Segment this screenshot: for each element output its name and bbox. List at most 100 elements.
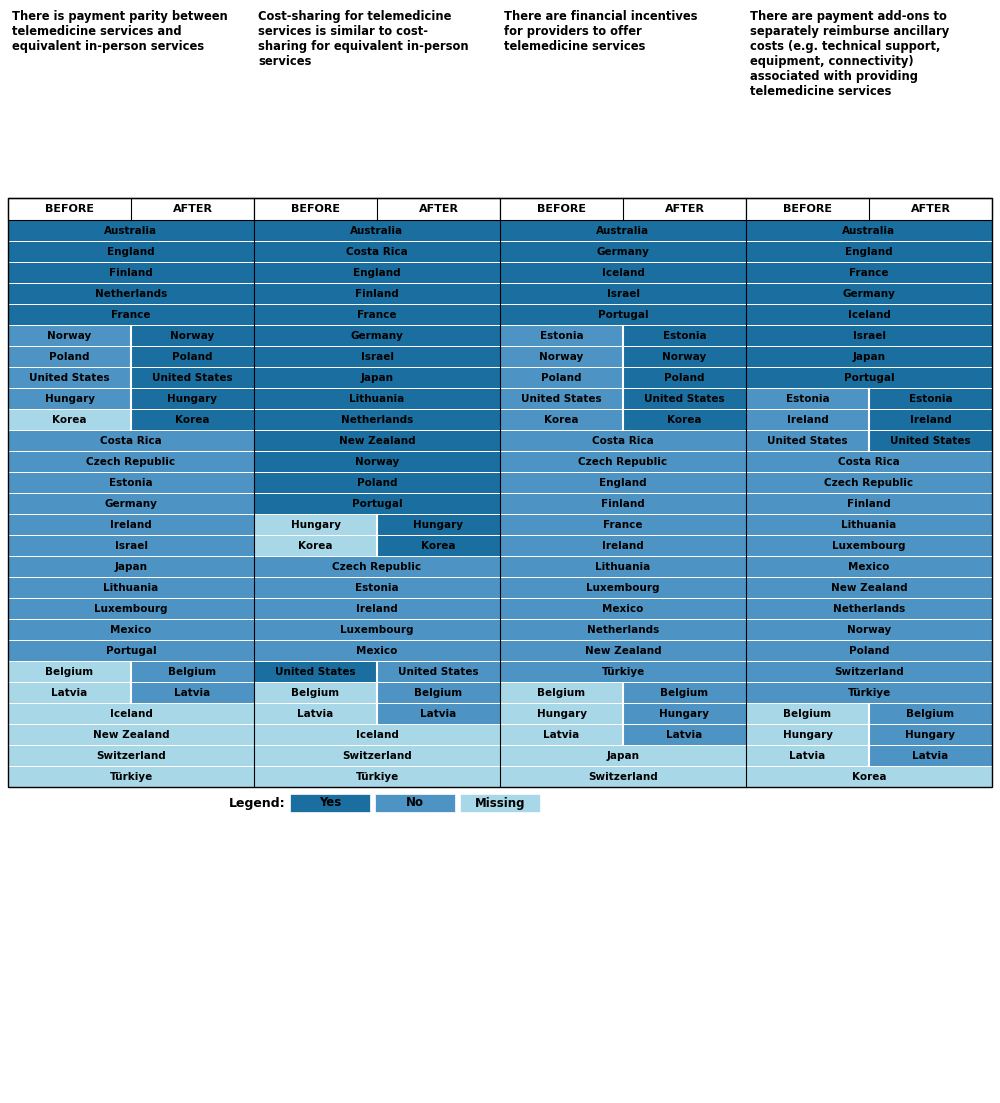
- Text: England: England: [353, 268, 401, 278]
- Bar: [746, 306, 992, 325]
- Bar: [746, 683, 992, 703]
- Text: Switzerland: Switzerland: [588, 772, 658, 782]
- Text: United States: United States: [644, 394, 725, 404]
- Text: AFTER: AFTER: [173, 204, 212, 214]
- Bar: [254, 306, 500, 325]
- Bar: [623, 410, 746, 430]
- Bar: [254, 620, 500, 640]
- Text: New Zealand: New Zealand: [831, 583, 907, 593]
- Text: Poland: Poland: [849, 646, 889, 656]
- Text: Belgium: Belgium: [414, 688, 463, 698]
- Text: Hungary: Hungary: [536, 709, 586, 719]
- Text: Portugal: Portugal: [844, 373, 894, 383]
- Text: Korea: Korea: [667, 415, 702, 425]
- Text: Estonia: Estonia: [355, 583, 399, 593]
- Bar: [746, 199, 992, 219]
- Text: France: France: [849, 268, 889, 278]
- Text: Korea: Korea: [298, 540, 333, 552]
- Text: Mexico: Mexico: [602, 604, 644, 614]
- Bar: [500, 221, 746, 240]
- Text: Latvia: Latvia: [297, 709, 334, 719]
- Bar: [254, 389, 500, 409]
- Bar: [746, 494, 992, 514]
- Bar: [131, 683, 254, 703]
- Bar: [746, 431, 869, 451]
- Text: Cost-sharing for telemedicine
services is similar to cost-
sharing for equivalen: Cost-sharing for telemedicine services i…: [258, 10, 469, 68]
- Text: Belgium: Belgium: [906, 709, 955, 719]
- Bar: [8, 515, 254, 535]
- Text: Luxembourg: Luxembourg: [94, 604, 168, 614]
- Bar: [623, 326, 746, 346]
- Bar: [746, 662, 992, 682]
- Text: Belgium: Belgium: [660, 688, 709, 698]
- Bar: [290, 794, 370, 812]
- Text: Costa Rica: Costa Rica: [838, 457, 900, 467]
- Bar: [623, 347, 746, 367]
- Bar: [254, 767, 500, 788]
- Bar: [8, 283, 254, 304]
- Text: Poland: Poland: [541, 373, 582, 383]
- Text: AFTER: AFTER: [664, 204, 704, 214]
- Text: New Zealand: New Zealand: [585, 646, 661, 656]
- Text: Finland: Finland: [355, 289, 399, 299]
- Text: United States: United States: [398, 667, 479, 677]
- Bar: [746, 221, 992, 240]
- Text: Japan: Japan: [360, 373, 394, 383]
- Text: New Zealand: New Zealand: [93, 730, 169, 740]
- Text: Israel: Israel: [360, 352, 394, 362]
- Bar: [500, 306, 746, 325]
- Bar: [254, 410, 500, 430]
- Text: Latvia: Latvia: [543, 730, 580, 740]
- Text: Czech Republic: Czech Republic: [578, 457, 668, 467]
- Bar: [8, 347, 131, 367]
- Text: Ireland: Ireland: [910, 415, 951, 425]
- Bar: [500, 263, 746, 283]
- Bar: [377, 536, 500, 556]
- Bar: [131, 368, 254, 388]
- Text: France: France: [603, 520, 643, 531]
- Text: Hungary: Hungary: [414, 520, 464, 531]
- Bar: [746, 536, 992, 556]
- Bar: [8, 431, 254, 451]
- Bar: [254, 326, 500, 346]
- Text: Luxembourg: Luxembourg: [586, 583, 660, 593]
- Bar: [500, 557, 746, 577]
- Text: Czech Republic: Czech Republic: [824, 478, 914, 488]
- Bar: [8, 410, 131, 430]
- Bar: [746, 326, 992, 346]
- Bar: [254, 662, 377, 682]
- Text: Mexico: Mexico: [848, 563, 890, 572]
- Bar: [8, 620, 254, 640]
- Text: Norway: Norway: [47, 331, 92, 341]
- Text: Japan: Japan: [606, 751, 640, 761]
- Text: Korea: Korea: [421, 540, 456, 552]
- Text: Luxembourg: Luxembourg: [340, 625, 414, 635]
- Bar: [500, 494, 746, 514]
- Bar: [8, 557, 254, 577]
- Bar: [500, 452, 746, 472]
- Text: Germany: Germany: [105, 499, 157, 508]
- Text: Korea: Korea: [175, 415, 210, 425]
- Text: Netherlands: Netherlands: [587, 625, 659, 635]
- Bar: [500, 473, 746, 493]
- Bar: [254, 221, 500, 240]
- Bar: [500, 431, 746, 451]
- Bar: [377, 662, 500, 682]
- Text: Czech Republic: Czech Republic: [332, 563, 422, 572]
- Bar: [500, 746, 746, 765]
- Bar: [500, 641, 746, 661]
- Bar: [8, 199, 992, 788]
- Bar: [254, 368, 500, 388]
- Text: Poland: Poland: [357, 478, 397, 488]
- Bar: [500, 578, 746, 598]
- Text: Mexico: Mexico: [110, 625, 152, 635]
- Bar: [8, 473, 254, 493]
- Bar: [746, 641, 992, 661]
- Bar: [8, 452, 254, 472]
- Text: Estonia: Estonia: [109, 478, 153, 488]
- Text: Korea: Korea: [52, 415, 87, 425]
- Bar: [500, 410, 623, 430]
- Text: Iceland: Iceland: [356, 730, 398, 740]
- Text: Korea: Korea: [544, 415, 579, 425]
- Bar: [500, 683, 623, 703]
